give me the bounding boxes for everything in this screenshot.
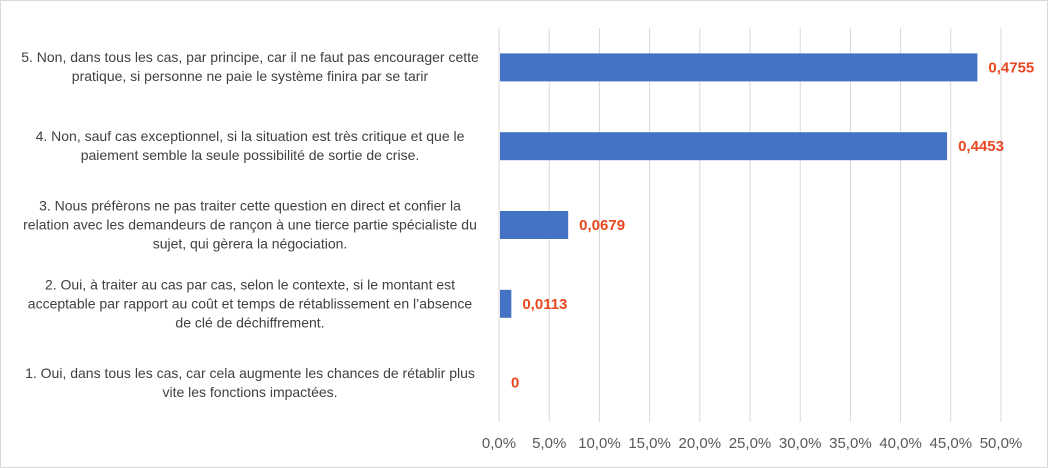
data-label: 0,0113 — [522, 296, 567, 313]
bar — [500, 53, 978, 82]
x-tick-label: 10,0% — [578, 435, 621, 452]
x-tick-label: 0,0% — [482, 435, 516, 452]
x-tick-label: 50,0% — [980, 435, 1023, 452]
category-label: 2. Oui, à traiter au cas par cas, selon … — [8, 275, 492, 332]
x-tick-label: 40,0% — [879, 435, 922, 452]
category-label-line: de clé de déchiffrement. — [175, 314, 325, 331]
category-label-line: paiement semble la seule possibilité de … — [80, 147, 420, 164]
data-label: 0 — [511, 375, 519, 392]
x-tick-label: 45,0% — [930, 435, 973, 452]
category-label-line: 2. Oui, à traiter au cas par cas, selon … — [44, 276, 456, 293]
category-label-line: 5. Non, dans tous les cas, par principe,… — [21, 49, 479, 66]
category-label-line: vite les fonctions impactées. — [162, 383, 338, 400]
category-label-line: sujet, qui gèrera la négociation. — [152, 235, 348, 252]
category-label-line: 1. Oui, dans tous les cas, car cela augm… — [25, 364, 475, 381]
category-label: 4. Non, sauf cas exceptionnel, si la sit… — [8, 127, 492, 165]
bar — [500, 211, 569, 239]
x-tick-label: 20,0% — [679, 435, 722, 452]
data-label: 0,4755 — [988, 59, 1034, 76]
bar — [500, 289, 512, 318]
x-tick-label: 35,0% — [829, 435, 872, 452]
category-label-line: 3. Nous préfèrons ne pas traiter cette q… — [39, 197, 461, 214]
category-label-line: pratique, si personne ne paie le système… — [71, 68, 429, 85]
x-tick-label: 5,0% — [532, 435, 566, 452]
data-label: 0,0679 — [579, 217, 625, 234]
category-label-line: relation avec les demandeurs de rançon à… — [23, 216, 477, 233]
category-label: 5. Non, dans tous les cas, par principe,… — [8, 48, 492, 86]
data-label: 0,4453 — [958, 138, 1004, 155]
category-label-line: 4. Non, sauf cas exceptionnel, si la sit… — [35, 128, 465, 145]
x-tick-label: 15,0% — [628, 435, 671, 452]
bar — [500, 132, 948, 161]
x-tick-label: 30,0% — [779, 435, 822, 452]
x-tick-label: 25,0% — [729, 435, 772, 452]
category-label: 1. Oui, dans tous les cas, car cela augm… — [8, 364, 492, 402]
category-label-line: acceptable par rapport au coût et temps … — [27, 295, 473, 312]
category-label: 3. Nous préfèrons ne pas traiter cette q… — [8, 197, 492, 254]
